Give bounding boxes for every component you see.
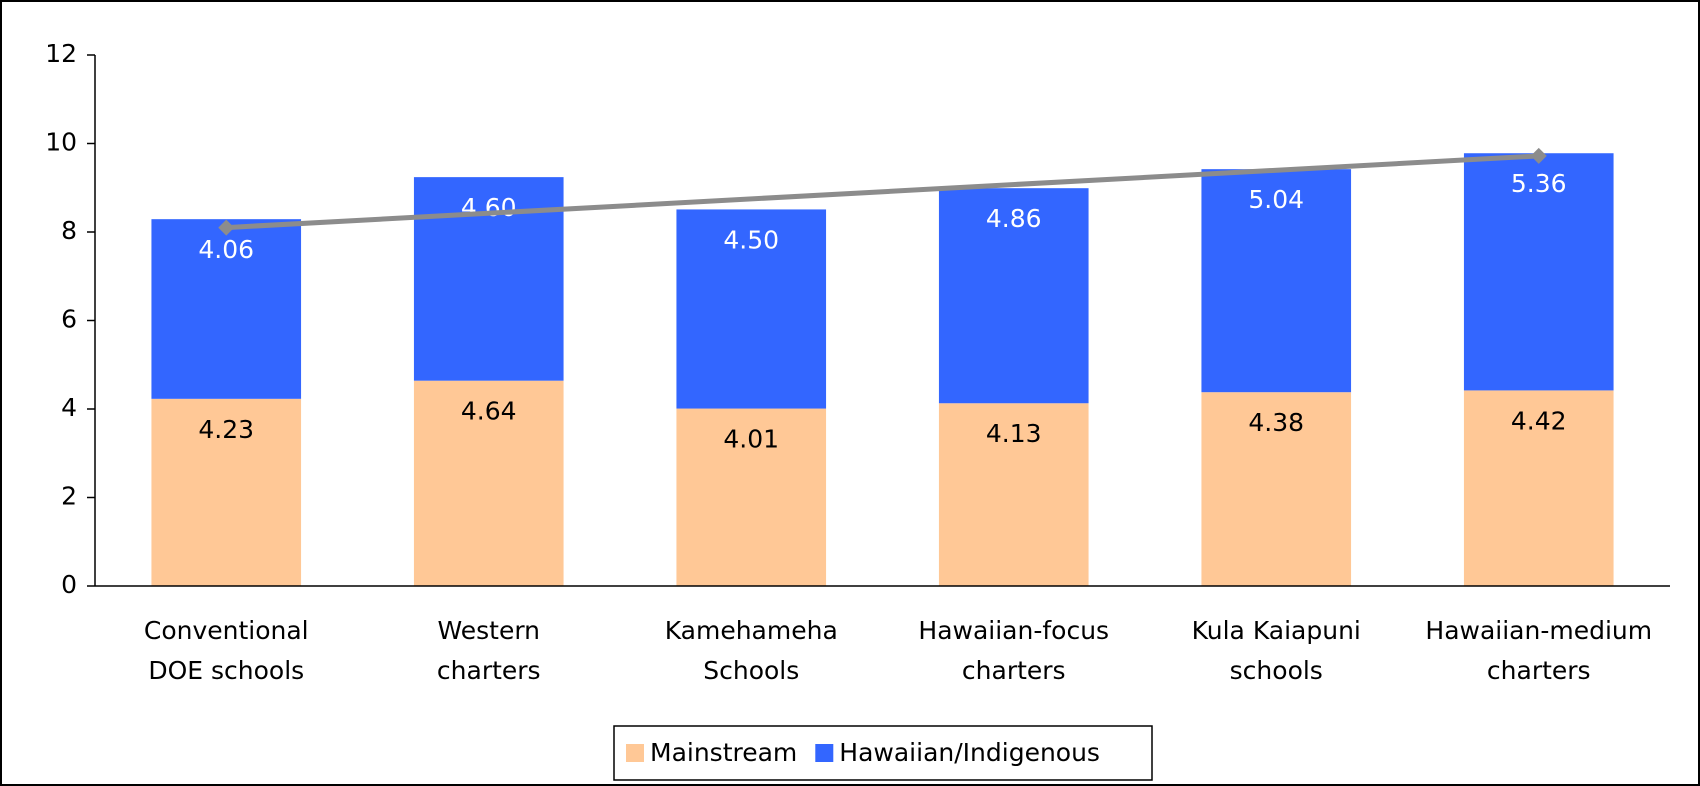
- x-tick-label: charters: [437, 656, 541, 685]
- bar-segment: [676, 209, 827, 409]
- x-tick-label: Kamehameha: [665, 616, 838, 645]
- data-label: 4.86: [986, 204, 1042, 233]
- legend-swatch: [815, 744, 834, 762]
- x-tick-label: Kula Kaiapuni: [1192, 616, 1361, 645]
- bar-segment: [938, 188, 1089, 404]
- data-label: 4.13: [986, 419, 1042, 448]
- y-tick-label: 10: [45, 128, 77, 157]
- y-tick-label: 6: [61, 305, 77, 334]
- bar-segment: [1463, 390, 1614, 586]
- x-tick-label: Hawaiian-focus: [918, 616, 1109, 645]
- bar-segment: [676, 408, 827, 586]
- bar-segment: [413, 380, 564, 586]
- data-label: 4.50: [723, 225, 779, 254]
- x-tick-label: charters: [1487, 656, 1591, 685]
- bar-segment: [1201, 169, 1352, 393]
- data-label: 4.23: [198, 415, 254, 444]
- bar-segment: [151, 398, 302, 586]
- data-label: 4.42: [1511, 406, 1567, 435]
- y-tick-label: 2: [61, 482, 77, 511]
- x-tick-label: DOE schools: [148, 656, 304, 685]
- trend-marker: [1530, 147, 1547, 164]
- x-tick-label: Conventional: [144, 616, 309, 645]
- trend-marker: [218, 219, 235, 236]
- y-tick-label: 8: [61, 216, 77, 245]
- legend-label: Hawaiian/Indigenous: [839, 738, 1100, 767]
- legend-box: [613, 725, 1153, 781]
- bar-segment: [1463, 153, 1614, 391]
- x-tick-label: Western: [437, 616, 540, 645]
- y-tick-label: 4: [61, 393, 77, 422]
- bar-segment: [938, 403, 1089, 586]
- x-tick-label: charters: [962, 656, 1066, 685]
- data-label: 4.01: [723, 425, 779, 454]
- data-label: 4.64: [461, 397, 517, 426]
- trend-line: [226, 153, 1539, 231]
- legend-label: Mainstream: [650, 738, 797, 767]
- x-tick-label: Schools: [703, 656, 799, 685]
- data-label: 5.04: [1248, 185, 1304, 214]
- y-tick-label: 0: [61, 570, 77, 599]
- data-label: 4.06: [198, 235, 254, 264]
- x-tick-label: Hawaiian-medium: [1425, 616, 1652, 645]
- data-label: 4.38: [1248, 408, 1304, 437]
- data-label: 4.60: [461, 193, 517, 222]
- x-tick-label: schools: [1230, 656, 1323, 685]
- bar-segment: [151, 219, 302, 399]
- data-label: 5.36: [1511, 169, 1567, 198]
- legend-swatch: [626, 744, 644, 762]
- y-tick-label: 12: [45, 39, 77, 68]
- bar-segment: [1201, 392, 1352, 586]
